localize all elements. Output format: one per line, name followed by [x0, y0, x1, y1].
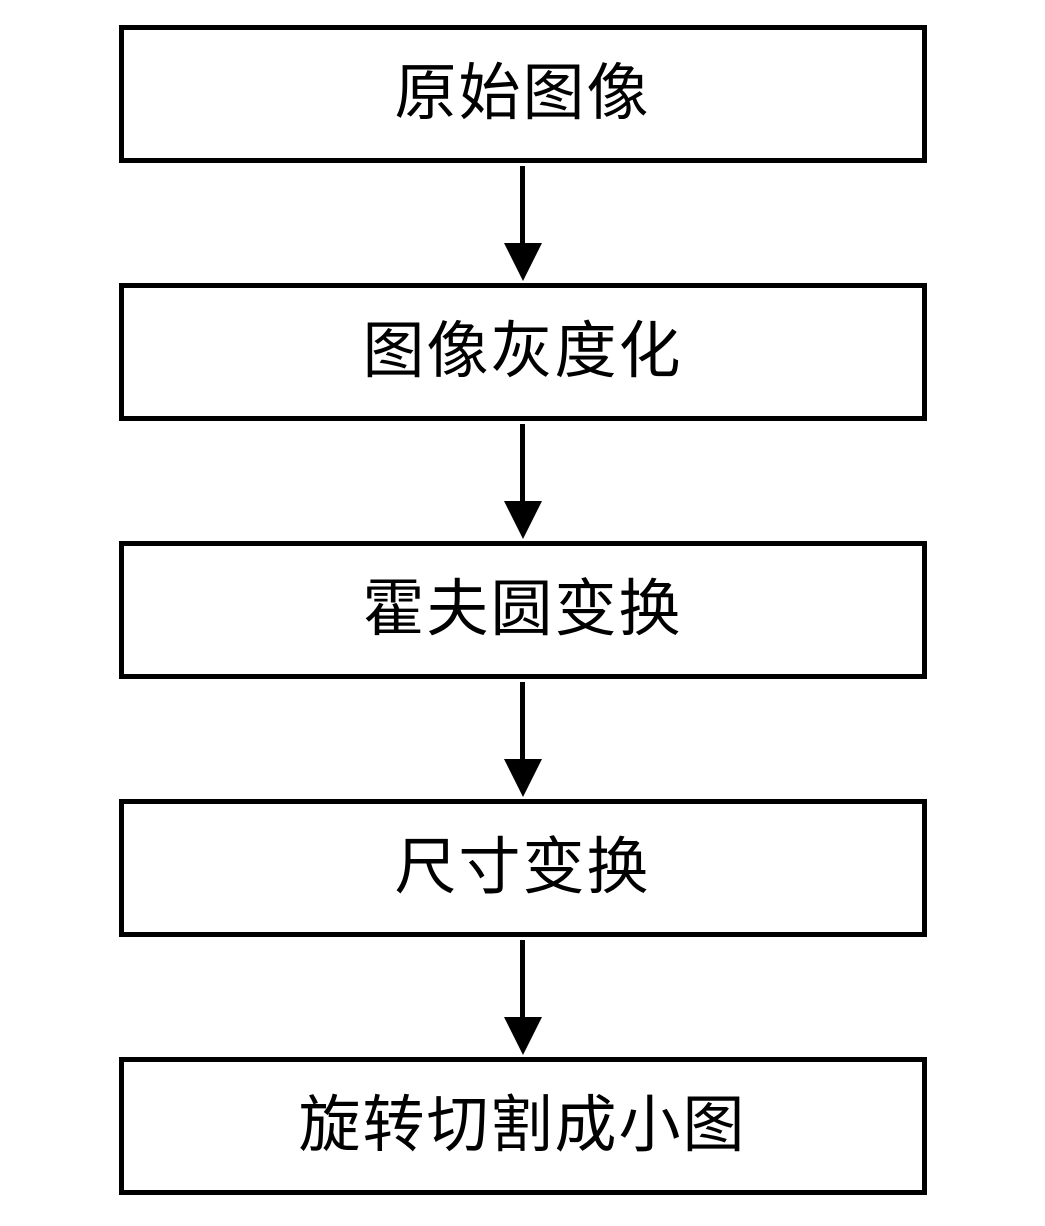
- arrow-line: [520, 166, 525, 244]
- arrow-down-icon: [504, 163, 542, 283]
- flow-node-original-image: 原始图像: [119, 25, 927, 163]
- arrow-line: [520, 682, 525, 760]
- flow-node-label: 尺寸变换: [394, 837, 650, 899]
- flow-node-label: 旋转切割成小图: [298, 1095, 746, 1157]
- arrow-down-icon: [504, 679, 542, 799]
- arrow-head: [504, 501, 542, 539]
- flow-node-rotate-cut: 旋转切割成小图: [119, 1057, 927, 1195]
- arrow-head: [504, 759, 542, 797]
- flow-node-label: 霍夫圆变换: [362, 579, 682, 641]
- flow-node-resize: 尺寸变换: [119, 799, 927, 937]
- arrow-line: [520, 940, 525, 1018]
- arrow-line: [520, 424, 525, 502]
- flow-node-grayscale: 图像灰度化: [119, 283, 927, 421]
- flow-node-label: 原始图像: [394, 63, 650, 125]
- arrow-head: [504, 243, 542, 281]
- flow-node-label: 图像灰度化: [362, 321, 682, 383]
- flowchart-container: 原始图像 图像灰度化 霍夫圆变换 尺寸变换 旋转切割成小图: [119, 25, 927, 1195]
- arrow-down-icon: [504, 937, 542, 1057]
- arrow-down-icon: [504, 421, 542, 541]
- flow-node-hough-circle: 霍夫圆变换: [119, 541, 927, 679]
- arrow-head: [504, 1017, 542, 1055]
